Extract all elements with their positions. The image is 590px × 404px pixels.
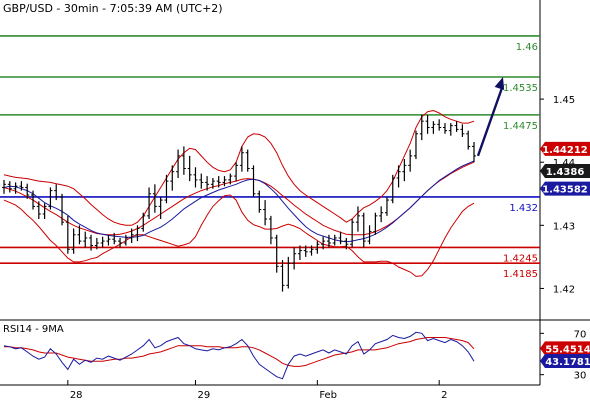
price-badge-label: 1.44212 <box>542 145 588 156</box>
price-axis-label: 1.43 <box>553 221 575 232</box>
level-label: 1.4475 <box>503 121 538 132</box>
level-label: 1.4185 <box>503 269 538 280</box>
price-badge <box>540 164 590 179</box>
bollinger-lower-line <box>3 194 475 277</box>
bollinger-upper-line <box>3 109 475 226</box>
time-axis-label: Feb <box>319 390 337 400</box>
rsi-line <box>3 331 475 380</box>
indicator-badge <box>540 341 590 356</box>
time-axis-label: 2 <box>441 390 447 400</box>
projection-arrow-head <box>494 77 505 90</box>
indicator-badge <box>540 354 590 369</box>
price-badge-label: 1.4386 <box>546 167 585 178</box>
indicator-axis-label: 30 <box>574 371 587 382</box>
projection-arrow-shaft <box>476 84 505 157</box>
indicator-axis-label: 70 <box>574 329 587 340</box>
rsi-ma-line <box>4 337 475 367</box>
indicator-badge-label: 55.4514 <box>545 344 590 355</box>
level-label: 1.432 <box>509 203 538 214</box>
indicator-label: RSI14 - 9MA <box>3 324 64 335</box>
price-badge-label: 1.43582 <box>542 185 588 196</box>
indicator-badge-label: 43.1781 <box>545 357 590 368</box>
chart-title: GBP/USD - 30min - 7:05:39 AM (UTC+2) <box>3 2 223 15</box>
price-badge <box>540 141 590 156</box>
price-badge <box>540 181 590 196</box>
time-axis-label: 29 <box>197 390 210 400</box>
level-label: 1.4245 <box>503 253 538 264</box>
level-label: 1.4535 <box>503 83 538 94</box>
time-axis-label: 28 <box>70 390 83 400</box>
price-axis-label: 1.45 <box>553 95 575 106</box>
level-label: 1.46 <box>516 42 538 53</box>
price-axis-label: 1.44 <box>553 158 575 169</box>
moving-average-line <box>3 160 475 243</box>
price-axis-label: 1.42 <box>553 284 575 295</box>
